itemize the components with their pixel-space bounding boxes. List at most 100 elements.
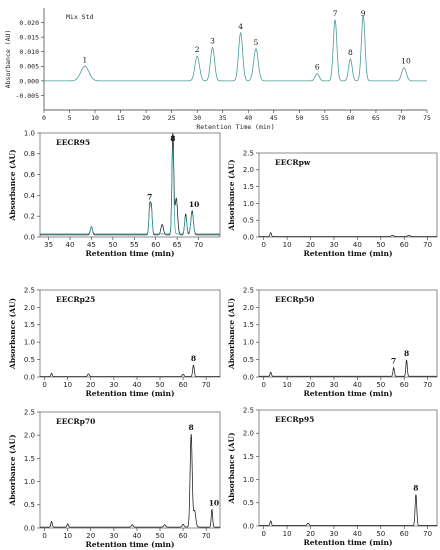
series-line-0 bbox=[40, 434, 220, 528]
x-tick-label: 25 bbox=[168, 114, 176, 122]
y-tick-label: 0.0 bbox=[24, 233, 35, 241]
series-line-0 bbox=[40, 364, 220, 377]
y-tick-label: 2.5 bbox=[24, 286, 35, 294]
peak-label: 8 bbox=[170, 134, 175, 143]
y-tick-label: -0.005 bbox=[16, 92, 40, 100]
y-axis-label: Absorbance (AU) bbox=[227, 298, 236, 370]
y-tick-label: 0.5 bbox=[24, 501, 35, 509]
x-tick-label: 10 bbox=[283, 381, 292, 389]
x-tick-label: 35 bbox=[44, 241, 53, 249]
y-tick-label: 0.000 bbox=[19, 77, 39, 85]
x-axis-label: Retention Time (min) bbox=[196, 123, 274, 131]
peak-label: 10 bbox=[401, 57, 411, 66]
y-tick-label: 0.5 bbox=[24, 356, 35, 364]
x-tick-label: 60 bbox=[179, 381, 188, 389]
x-tick-label: 10 bbox=[283, 241, 292, 249]
x-tick-label: 20 bbox=[86, 381, 95, 389]
x-tick-label: 40 bbox=[353, 381, 362, 389]
y-tick-label: 1.0 bbox=[24, 339, 35, 347]
y-tick-label: 0.010 bbox=[19, 48, 39, 56]
series-line-1 bbox=[40, 148, 220, 235]
panel-label: Mix Std bbox=[66, 13, 93, 21]
y-tick-label: 2.0 bbox=[243, 166, 254, 174]
x-tick-label: 65 bbox=[173, 241, 182, 249]
y-tick-label: 0.0 bbox=[243, 522, 254, 530]
x-tick-label: 55 bbox=[321, 114, 329, 122]
peak-label: 8 bbox=[189, 423, 194, 432]
peak-label: 7 bbox=[147, 192, 152, 201]
y-tick-label: 1.0 bbox=[243, 200, 254, 208]
y-tick-label: 1.0 bbox=[243, 476, 254, 484]
x-axis-label: Retention time (min) bbox=[303, 538, 392, 547]
y-tick-label: 2.0 bbox=[243, 304, 254, 312]
x-tick-label: 0 bbox=[42, 381, 46, 389]
peak-label: 9 bbox=[361, 9, 366, 18]
peak-label: 8 bbox=[348, 48, 353, 57]
y-axis-label: Absorbance (AU) bbox=[8, 149, 17, 221]
x-tick-label: 40 bbox=[66, 241, 75, 249]
x-tick-label: 10 bbox=[63, 532, 72, 540]
panel-label: EECR95 bbox=[56, 138, 90, 147]
x-tick-label: 30 bbox=[329, 241, 338, 249]
x-tick-label: 60 bbox=[179, 532, 188, 540]
peak-label: 10 bbox=[189, 200, 199, 209]
x-tick-label: 10 bbox=[91, 114, 99, 122]
y-axis-label: Absorbance (AU) bbox=[8, 434, 17, 506]
peak-label: 2 bbox=[195, 45, 200, 54]
y-tick-label: 2.5 bbox=[243, 286, 254, 294]
y-tick-label: 0.020 bbox=[19, 19, 39, 27]
x-tick-label: 0 bbox=[261, 381, 265, 389]
x-tick-label: 0 bbox=[261, 530, 265, 538]
series-line-0 bbox=[259, 494, 437, 526]
x-tick-label: 50 bbox=[108, 241, 117, 249]
panel-label: EECRp70 bbox=[56, 417, 95, 426]
panel-label: EECRp95 bbox=[275, 415, 314, 424]
x-tick-label: 60 bbox=[400, 241, 409, 249]
series-line-0 bbox=[259, 232, 437, 237]
x-tick-label: 70 bbox=[423, 241, 432, 249]
series-line-0 bbox=[259, 359, 437, 377]
y-tick-label: 2.0 bbox=[24, 304, 35, 312]
x-tick-label: 30 bbox=[329, 530, 338, 538]
y-tick-label: 1.5 bbox=[243, 183, 254, 191]
y-tick-label: 0.4 bbox=[24, 192, 36, 200]
x-tick-label: 20 bbox=[306, 381, 315, 389]
x-axis-label: Retention time (min) bbox=[85, 540, 174, 549]
x-tick-label: 30 bbox=[193, 114, 201, 122]
y-tick-label: 2.0 bbox=[24, 432, 35, 440]
peak-label: 6 bbox=[315, 63, 320, 72]
y-tick-label: 0.2 bbox=[24, 213, 35, 221]
x-tick-label: 10 bbox=[63, 381, 72, 389]
x-axis-label: Retention time (min) bbox=[303, 249, 392, 258]
panel-label: EECRp50 bbox=[275, 295, 314, 304]
x-tick-label: 60 bbox=[400, 530, 409, 538]
x-tick-label: 40 bbox=[353, 241, 362, 249]
y-tick-label: 0.0 bbox=[243, 233, 254, 241]
x-tick-label: 35 bbox=[219, 114, 227, 122]
plot-frame bbox=[39, 132, 221, 238]
peak-label: 8 bbox=[413, 483, 418, 492]
y-tick-label: 2.5 bbox=[243, 149, 254, 157]
chart-panel-2: 0.0 0.5 1.0 1.5 2.0 2.5 0 10 20 30 40 50 60 70 Retenti… bbox=[227, 149, 438, 258]
chart-panel-3: 0.0 0.5 1.0 1.5 2.0 2.5 0 10 20 30 40 50 60 70 Retenti… bbox=[8, 286, 221, 398]
y-tick-label: 0.005 bbox=[19, 63, 39, 71]
x-tick-label: 10 bbox=[283, 530, 292, 538]
peak-label: 7 bbox=[333, 9, 338, 18]
x-tick-label: 20 bbox=[86, 532, 95, 540]
x-axis-label: Retention time (min) bbox=[85, 249, 174, 258]
chart-panel-4: 0.0 0.5 1.0 1.5 2.0 2.5 0 10 20 30 40 50 60 70 Retenti… bbox=[227, 286, 438, 398]
x-tick-label: 0 bbox=[261, 241, 265, 249]
y-tick-label: 0.015 bbox=[19, 34, 39, 42]
chart-panel-5: 0.0 0.5 1.0 1.5 2.0 2.5 0 10 20 30 40 50 60 70 Retenti… bbox=[8, 408, 221, 549]
y-tick-label: 0.5 bbox=[243, 217, 254, 225]
x-tick-label: 45 bbox=[87, 241, 96, 249]
y-axis-label: Absorbance (AU) bbox=[227, 159, 236, 231]
x-tick-label: 0 bbox=[42, 532, 46, 540]
y-tick-label: 1.5 bbox=[243, 453, 254, 461]
x-tick-label: 20 bbox=[306, 530, 315, 538]
x-tick-label: 5 bbox=[68, 114, 72, 122]
chart-panel-6: 0.0 0.5 1.0 1.5 2.0 2.5 0 10 20 30 40 50 60 70 Retenti… bbox=[227, 406, 438, 547]
peak-label: 8 bbox=[404, 349, 409, 358]
